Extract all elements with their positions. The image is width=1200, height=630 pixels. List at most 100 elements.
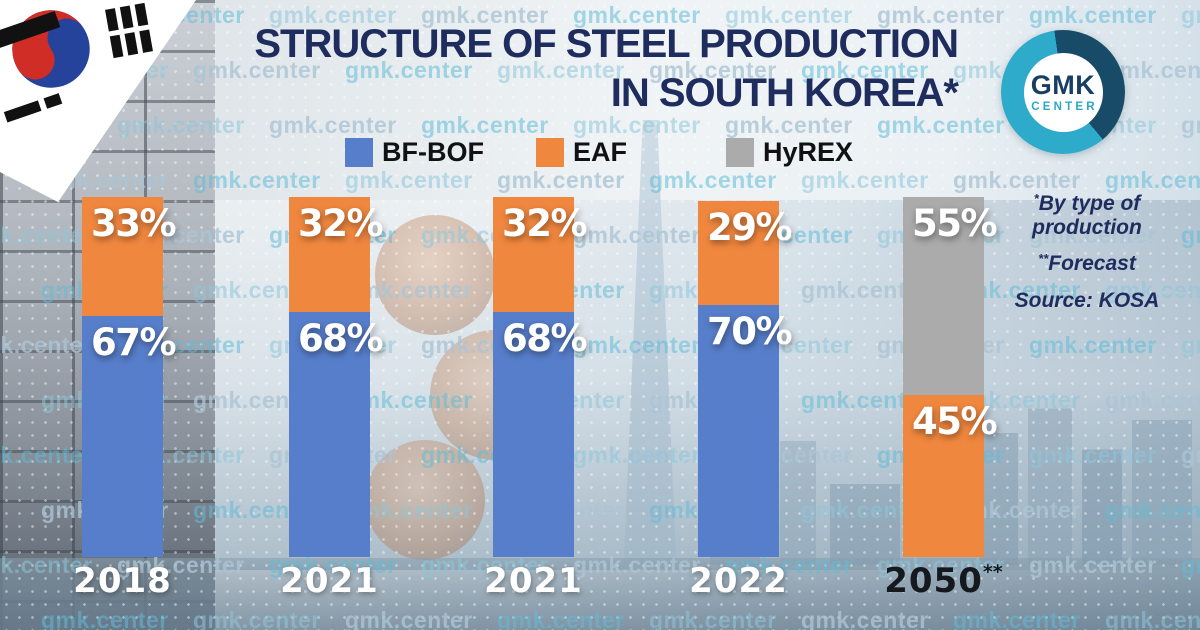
watermark-text: gmk.center [801, 607, 929, 630]
logo-inner-circle: GMK CENTER [1023, 52, 1103, 132]
bar-segment-bfbof: 68% [493, 312, 588, 557]
gmk-center-logo: GMK CENTER [1001, 30, 1125, 154]
segment-value-label: 29% [707, 206, 793, 249]
watermark-text: gmk.center [193, 167, 321, 193]
legend-color-swatch [536, 138, 564, 167]
watermark-text: gmk.center [1029, 442, 1157, 468]
watermark-text: gmk.center [877, 112, 1005, 138]
segment-value-label: 32% [502, 202, 588, 245]
legend-label: EAF [573, 137, 627, 167]
bar-segment-eaf: 33% [82, 197, 177, 316]
watermark-text: gmk.center [1181, 332, 1200, 358]
watermark-text: gmk.center [1105, 497, 1200, 523]
watermark-text: gmk.center [573, 442, 701, 468]
watermark-text: gmk.center [953, 167, 1081, 193]
watermark-text: gmk.center [1181, 442, 1200, 468]
logo-text-gmk: GMK [1030, 69, 1096, 100]
legend-label: HyREX [763, 137, 854, 167]
watermark-text: gmk.center [269, 112, 397, 138]
watermark-text: gmk.center [1105, 277, 1200, 303]
segment-value-label: 33% [91, 202, 177, 245]
segment-value-label: 67% [91, 321, 177, 364]
category-label-2022: 2022 [689, 561, 788, 601]
watermark-text: gmk.center [1181, 552, 1200, 578]
city-skyline [980, 400, 1200, 565]
watermark-text: gmk.center [497, 607, 625, 630]
category-label-2021: 2021 [280, 561, 379, 601]
watermark-text: gmk.center [573, 2, 701, 28]
bar-segment-eaf: 29% [698, 201, 793, 305]
watermark-text: gmk.center [345, 607, 473, 630]
legend-color-swatch [726, 138, 754, 167]
watermark-text: gmk.center [0, 332, 93, 358]
footnote: *By type of production [1032, 191, 1142, 239]
segment-value-label: 45% [912, 400, 998, 443]
footnote: Source: KOSA [1014, 288, 1160, 312]
segment-value-label: 68% [298, 317, 384, 360]
bar-segment-eaf: 32% [289, 197, 384, 312]
title-line-1: STRUCTURE OF STEEL PRODUCTION [254, 22, 959, 66]
watermark-text: gmk.center [0, 442, 93, 468]
bar-2021: 32% 68% [493, 197, 588, 557]
watermark-text: gmk.center [497, 57, 625, 83]
watermark-text: gmk.center [573, 222, 701, 248]
watermark-text: gmk.center [801, 57, 929, 83]
segment-value-label: 32% [298, 202, 384, 245]
segment-value-label: 70% [707, 310, 793, 353]
watermark-text: gmk.center [573, 332, 701, 358]
bar-2021: 32% 68% [289, 197, 384, 557]
segment-value-label: 55% [912, 202, 998, 245]
watermark-text: gmk.center [1181, 112, 1200, 138]
bar-segment-bfbof: 70% [698, 305, 793, 557]
watermark-text: gmk.center [649, 57, 777, 83]
legend-item-bfbof: BF-BOF [345, 137, 484, 168]
watermark-text: gmk.center [1181, 222, 1200, 248]
page-title: STRUCTURE OF STEEL PRODUCTION IN SOUTH K… [254, 20, 959, 118]
legend-color-swatch [345, 138, 373, 167]
watermark-text: gmk.center [1181, 2, 1200, 28]
category-label-2018: 2018 [73, 561, 172, 601]
bar-segment-hyrex: 55% [903, 197, 998, 395]
watermark-text: gmk.center [725, 2, 853, 28]
watermark-text: gmk.center [497, 167, 625, 193]
watermark-text: gmk.center [0, 222, 93, 248]
bar-segment-bfbof: 68% [289, 312, 384, 557]
watermark-text: gmk.center [193, 607, 321, 630]
watermark-text: gmk.center [117, 112, 245, 138]
bar-2022: 29% 70% [698, 201, 793, 557]
watermark-text: gmk.center [1029, 552, 1157, 578]
watermark-text: gmk.center [41, 607, 169, 630]
watermark-text: gmk.center [1029, 332, 1157, 358]
watermark-text: gmk.center [1105, 607, 1200, 630]
watermark-text: gmk.center [1029, 222, 1157, 248]
watermark-text: gmk.center [0, 552, 93, 578]
legend-label: BF-BOF [382, 137, 484, 167]
watermark-text: gmk.center [1029, 2, 1157, 28]
watermark-text: gmk.center [573, 552, 701, 578]
watermark-text: gmk.center [193, 57, 321, 83]
footnote: **Forecast [1038, 251, 1136, 276]
watermark-text: gmk.center [725, 112, 853, 138]
footnotes: *By type of production **Forecast Source: … [1008, 191, 1166, 325]
ground-band [0, 558, 1200, 630]
watermark-text: gmk.center [269, 2, 397, 28]
logo-text-center: CENTER [1031, 100, 1098, 113]
legend-item-eaf: EAF [536, 137, 627, 168]
watermark-text: gmk.center [421, 112, 549, 138]
watermark-text: gmk.center [345, 57, 473, 83]
segment-value-label: 68% [502, 317, 588, 360]
watermark-text: gmk.center [649, 607, 777, 630]
title-line-2: IN SOUTH KOREA* [610, 70, 959, 115]
wire-coil-photo [365, 440, 485, 560]
category-label-2050: 2050** [884, 561, 1003, 601]
watermark-text: gmk.center [421, 2, 549, 28]
watermark-text: gmk.center [877, 2, 1005, 28]
category-label-2021: 2021 [484, 561, 583, 601]
bar-segment-eaf: 32% [493, 197, 588, 312]
watermark-text: gmk.center [649, 167, 777, 193]
chart-legend: BF-BOF EAF HyREX [0, 137, 1200, 171]
watermark-text: gmk.center [1105, 167, 1200, 193]
